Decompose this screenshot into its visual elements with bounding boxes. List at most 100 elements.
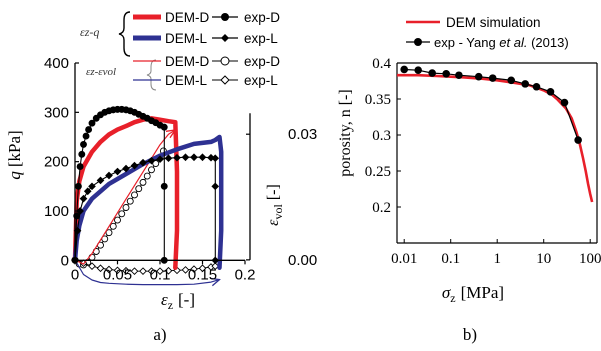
panel-a-point-exp-l-q xyxy=(173,153,181,162)
panel-b-series-dem-simulation xyxy=(397,73,594,203)
legend-exp-l-filled-label: exp-L xyxy=(244,31,278,46)
panel-b-point-exp-yang xyxy=(507,76,516,85)
panel-b-xlabel-sub: z xyxy=(450,291,455,305)
panel-b-xtick-label: 10 xyxy=(536,251,551,267)
panel-b-xlabel: σz [MPa] xyxy=(442,283,504,305)
legend-exp-d-open-label: exp-D xyxy=(244,54,280,69)
panel-b-point-exp-yang xyxy=(414,66,423,74)
panel-b-ytick-label: 0.3 xyxy=(372,128,391,144)
panel-a-series-dem-d-q xyxy=(72,116,180,270)
panel-a-y2label-unit: [-] xyxy=(265,184,282,200)
panel-a-point-exp-l-vol xyxy=(88,262,96,270)
panel-a-axes: 0 100 200 300 400 0 0.05 0.1 0.15 0.2 0.00 0.03 xyxy=(44,55,317,283)
panel-a-y2tick-label: 0.03 xyxy=(288,126,317,143)
legend-exp-yang-prefix: exp - Yang xyxy=(434,35,499,50)
panel-b-xlabel-unit: [MPa] xyxy=(461,283,504,302)
panel-a-point-exp-l-q xyxy=(105,171,113,180)
panel-a-point-exp-d-vol xyxy=(126,197,134,205)
panel-b-point-exp-yang xyxy=(532,82,541,91)
panel-a-ytick-label: 200 xyxy=(44,154,69,171)
legend-dem-simulation-label: DEM simulation xyxy=(446,15,541,30)
panel-a-point-exp-l-q xyxy=(88,182,96,191)
panel-a-point-exp-d-vol xyxy=(109,222,117,230)
panel-a-xlabel: εz [-] xyxy=(161,290,195,312)
legend-group1-label: εz-q xyxy=(80,25,99,39)
panel-a-xtick-label: 0 xyxy=(71,266,79,283)
panel-a-point-exp-l-q xyxy=(181,153,190,162)
panel-b-point-exp-yang xyxy=(400,65,409,74)
panel-a-point-exp-l-vol xyxy=(190,265,198,273)
panel-a-xlabel-unit: [-] xyxy=(178,290,195,309)
panel-a-xlabel-sub: z xyxy=(168,298,173,312)
panel-b-xtick-label: 1 xyxy=(493,251,501,267)
panel-a-point-exp-d-q xyxy=(160,123,168,131)
panel-a-plot xyxy=(71,105,224,285)
legend-dem-d-thick-label: DEM-D xyxy=(165,10,209,25)
panel-a-point-exp-d-vol xyxy=(143,172,151,180)
panel-a-ytick-label: 100 xyxy=(44,203,69,220)
panel-a-point-exp-d-q xyxy=(160,182,168,190)
panel-a-point-exp-l-q xyxy=(190,153,198,162)
panel-a-point-exp-l-q xyxy=(113,167,122,176)
panel-a-series-dem-l-vol xyxy=(74,259,220,285)
panel-a-ylabel-symbol: q xyxy=(5,171,24,180)
panel-b-axes: 0.2 0.25 0.3 0.35 0.4 0.01 0.1 1 10 100 xyxy=(365,56,601,267)
legend-group2-label: εz-εvol xyxy=(86,66,116,78)
legend-group1-brace xyxy=(118,11,131,57)
legend-dem-l-thick-label: DEM-L xyxy=(165,31,207,46)
legend-exp-yang-suffix: (2013) xyxy=(527,35,568,50)
panel-a-point-exp-l-vol xyxy=(113,266,122,275)
legend-exp-d-open-marker xyxy=(220,56,230,66)
panel-a-point-exp-d-q xyxy=(82,132,90,140)
panel-a-xtick-label: 0.1 xyxy=(150,266,171,283)
panel-b-point-exp-yang xyxy=(546,88,555,96)
panel-b-ytick-label: 0.4 xyxy=(372,56,391,72)
panel-a-y2label: εvol [-] xyxy=(265,184,285,226)
legend-exp-yang-marker xyxy=(414,38,422,46)
panel-a-point-exp-d-vol xyxy=(105,229,113,237)
panel-b-point-exp-yang xyxy=(455,71,463,80)
panel-a-point-exp-l-q xyxy=(79,194,88,203)
panel-a-ytick-label: 300 xyxy=(44,104,69,121)
panel-a-point-exp-l-q xyxy=(147,156,156,165)
panel-b-point-exp-yang xyxy=(474,72,483,81)
panel-a-xlabel-symbol: ε xyxy=(161,290,168,309)
panel-a-point-exp-l-q xyxy=(139,158,147,167)
panel-b-legend: DEM simulation exp - Yang et al. (2013) xyxy=(406,15,569,50)
panel-a-y2tick-label: 0.00 xyxy=(288,252,317,269)
panel-a-y2label-sub: vol xyxy=(271,204,285,220)
panel-a: 0 100 200 300 400 0 0.05 0.1 0.15 0.2 0.00 0.03 q [k… xyxy=(5,10,317,344)
panel-b-ytick-label: 0.2 xyxy=(372,200,391,216)
panel-a-y2label-symbol: ε xyxy=(265,219,282,226)
legend-exp-l-filled-marker xyxy=(221,34,229,42)
panel-b-point-exp-yang xyxy=(428,69,436,77)
legend-exp-l-open-marker xyxy=(220,75,230,85)
panel-a-point-exp-d-vol xyxy=(131,191,138,199)
panel-a-point-exp-d-vol xyxy=(122,204,130,211)
panel-a-point-exp-l-q xyxy=(83,187,92,196)
panel-a-point-exp-l-vol xyxy=(164,266,173,275)
panel-a-series-exp-l-q xyxy=(74,156,216,261)
panel-a-xtick-label: 0.2 xyxy=(235,266,256,283)
panel-a-point-exp-l-q xyxy=(164,154,173,163)
panel-a-point-exp-l-q xyxy=(130,161,139,170)
panel-a-point-exp-l-vol xyxy=(198,264,207,273)
panel-a-point-exp-l-q xyxy=(96,176,105,185)
panel-a-point-exp-l-q xyxy=(76,207,84,215)
legend-exp-yang-italic: et al. xyxy=(499,35,527,50)
panel-a-point-exp-l-q xyxy=(156,155,164,164)
panel-b-xtick-label: 100 xyxy=(579,251,601,267)
panel-b-ytick-label: 0.35 xyxy=(365,92,391,108)
panel-a-point-exp-l-vol xyxy=(96,264,105,273)
panel-a-xtick-label: 0.05 xyxy=(103,266,132,283)
legend-exp-l-open-label: exp-L xyxy=(244,73,278,88)
panel-a-point-exp-l-q xyxy=(211,182,220,191)
panel-b-xtick-label: 0.01 xyxy=(391,251,417,267)
panel-a-point-exp-l-q xyxy=(211,154,220,163)
panel-b-xlabel-symbol: σ xyxy=(442,283,451,302)
panel-a-point-exp-l-vol xyxy=(139,267,147,276)
panel-a-point-exp-l-vol xyxy=(147,267,156,276)
panel-b-point-exp-yang xyxy=(442,70,450,78)
legend-dem-l-thin-label: DEM-L xyxy=(165,73,207,88)
